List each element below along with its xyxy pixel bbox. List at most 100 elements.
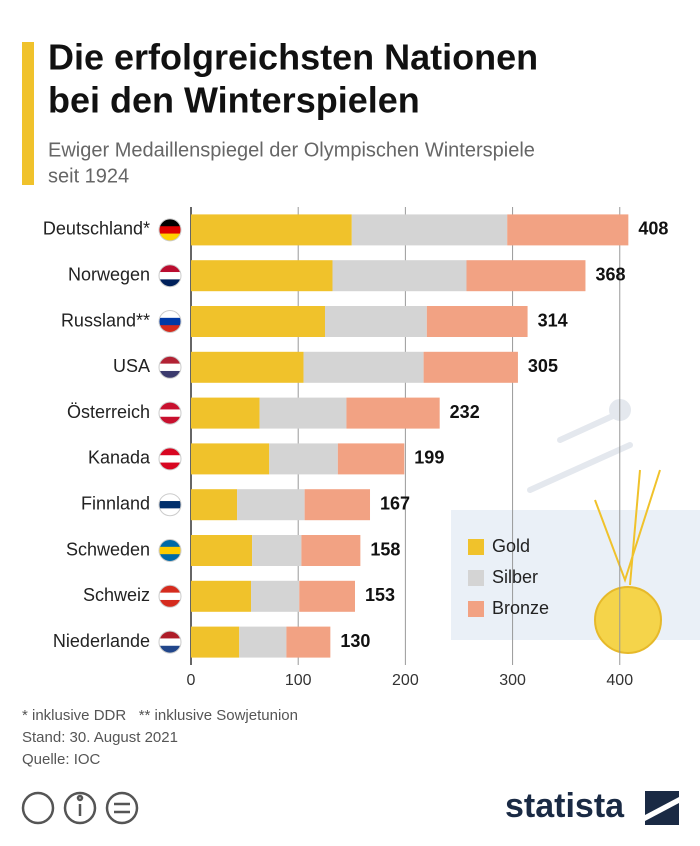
bar-segment: [191, 397, 260, 429]
bar-segment: [466, 260, 586, 292]
flag-stripe: [159, 317, 181, 326]
flag-stripe: [159, 554, 181, 562]
chart-title: bei den Winterspielen: [48, 80, 420, 121]
total-label: 408: [638, 219, 668, 239]
flag-stripe: [159, 402, 181, 410]
bar-segment: [191, 580, 252, 612]
flag-stripe: [159, 631, 181, 639]
bar-segment: [251, 580, 300, 612]
bar-segment: [337, 443, 405, 475]
flag-stripe: [159, 272, 181, 280]
y-tick-label: Schweden: [66, 539, 150, 559]
bar-segment: [346, 397, 440, 429]
bar-segment: [191, 626, 240, 658]
license-icons: [21, 791, 139, 825]
total-label: 232: [450, 402, 480, 422]
flag-stripe: [159, 279, 181, 287]
y-tick-label: Niederlande: [53, 631, 150, 651]
bar-segment: [299, 580, 356, 612]
subtitle: Ewiger Medaillenspiegel der Olympischen …: [48, 139, 535, 161]
flag-stripe: [159, 645, 181, 654]
flag-stripe: [159, 233, 181, 241]
bar-segment: [301, 535, 361, 566]
x-tick-label: 100: [285, 672, 312, 689]
flag-stripe: [159, 455, 181, 464]
flag-stripe: [159, 264, 181, 273]
bar-segment: [239, 626, 287, 658]
flag-border: [158, 584, 182, 608]
flag-stripe: [159, 585, 181, 594]
brand-logo: [645, 791, 679, 825]
y-tick-label: Schweiz: [83, 585, 150, 605]
total-label: 314: [538, 310, 568, 330]
flag-stripe: [159, 409, 181, 418]
x-tick-label: 400: [606, 672, 633, 689]
flag-stripe: [159, 501, 181, 509]
subtitle: seit 1924: [48, 165, 129, 187]
flag-stripe: [159, 310, 181, 319]
brand: statista: [505, 787, 625, 825]
medal-illustration: [594, 469, 662, 654]
legend-swatch: [468, 601, 484, 617]
bar-segment: [252, 535, 302, 566]
total-label: 153: [365, 585, 395, 605]
flag-stripe: [159, 447, 181, 456]
legend-swatch: [468, 570, 484, 586]
flag-border: [158, 218, 182, 242]
chart-title: Die erfolgreichsten Nationen: [48, 37, 538, 78]
flag-border: [158, 539, 182, 562]
legend-box: [451, 510, 700, 640]
bar-segment: [423, 351, 518, 383]
flag-border: [158, 401, 182, 425]
flag-border: [158, 264, 182, 288]
legend-label: Silber: [492, 567, 538, 587]
flag-stripe: [159, 546, 181, 555]
bar-segment: [286, 626, 331, 658]
flag-stripe: [159, 462, 181, 470]
flag-stripe: [159, 493, 181, 502]
x-tick-label: 200: [392, 672, 419, 689]
flag-stripe: [159, 508, 181, 516]
flag-border: [158, 310, 182, 333]
bar-segment: [304, 489, 371, 521]
flag-stripe: [159, 599, 181, 608]
bar-segment: [259, 397, 347, 429]
y-tick-label: Finnland: [81, 493, 150, 513]
bar-segment: [507, 214, 629, 246]
bar-segment: [191, 260, 333, 292]
bar-segment: [191, 351, 304, 383]
bar-segment: [332, 260, 467, 292]
y-tick-label: Deutschland*: [43, 219, 150, 239]
flag-stripe: [159, 363, 181, 372]
bar-segment: [191, 214, 352, 246]
y-tick-label: Österreich: [67, 402, 150, 422]
flag-stripe: [159, 218, 181, 227]
footnote: Quelle: IOC: [22, 751, 101, 768]
footnote: Stand: 30. August 2021: [22, 729, 178, 746]
bar-segment: [426, 306, 528, 337]
bar-segment: [237, 489, 305, 521]
flag-stripe: [159, 592, 181, 601]
footnote: * inklusive DDR ** inklusive Sowjetunion: [22, 707, 298, 724]
total-label: 167: [380, 493, 410, 513]
flag-stripe: [159, 638, 181, 647]
bar-segment: [191, 443, 270, 475]
total-label: 130: [340, 631, 370, 651]
total-label: 158: [370, 539, 400, 559]
accent-bar: [22, 42, 34, 185]
flag-stripe: [159, 370, 181, 379]
bar-segment: [191, 489, 238, 521]
total-label: 305: [528, 356, 558, 376]
bar-segment: [303, 351, 424, 383]
total-label: 199: [414, 448, 444, 468]
y-tick-label: USA: [113, 356, 150, 376]
y-tick-label: Norwegen: [68, 264, 150, 284]
flag-stripe: [159, 539, 181, 548]
bar-segment: [191, 535, 253, 566]
flag-border: [158, 493, 182, 517]
bar-segment: [351, 214, 508, 246]
bar-segment: [191, 306, 325, 337]
x-tick-label: 0: [187, 672, 196, 689]
y-tick-label: Russland**: [61, 310, 150, 330]
